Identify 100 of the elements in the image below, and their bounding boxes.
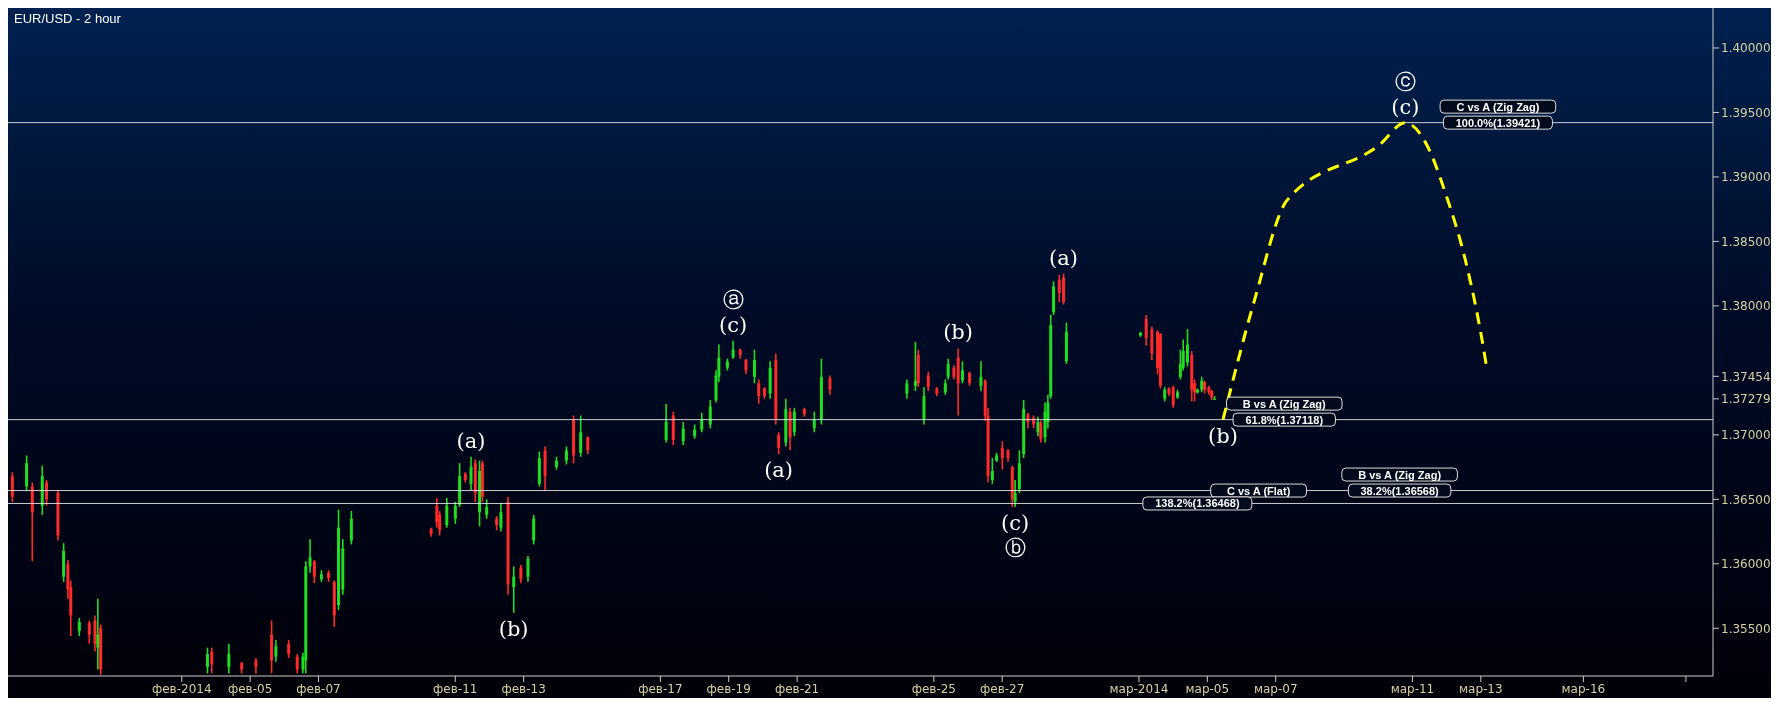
candlestick xyxy=(700,412,704,434)
candlestick xyxy=(913,341,917,392)
candlestick xyxy=(708,399,712,430)
candlestick xyxy=(526,555,530,583)
candlestick xyxy=(979,360,983,392)
candlestick xyxy=(564,445,568,466)
x-tick-label: фев-05 xyxy=(227,681,273,696)
candlestick xyxy=(990,457,994,485)
candlestick xyxy=(287,639,291,659)
annotation: ⓑ xyxy=(1004,536,1026,561)
candlestick xyxy=(1057,274,1061,303)
candlestick xyxy=(922,386,926,426)
x-tick-label: фев-11 xyxy=(433,681,478,696)
annotation: (b) xyxy=(498,616,529,641)
candlestick xyxy=(1171,385,1175,409)
annotation: (a) xyxy=(764,458,794,483)
candlestick xyxy=(792,406,796,437)
annotation: ⓐ xyxy=(722,287,744,312)
y-tick-label: 1.40000 xyxy=(1721,41,1771,56)
y-tick-label: 1.38500 xyxy=(1721,234,1771,249)
candlestick xyxy=(777,431,781,455)
x-tick-label: фев-17 xyxy=(638,681,683,696)
candlestick xyxy=(10,471,14,503)
candlestick xyxy=(485,498,489,520)
x-tick-label: фев-13 xyxy=(501,681,546,696)
x-tick-label: мар-16 xyxy=(1561,681,1606,696)
x-tick-label: мар-13 xyxy=(1459,681,1503,696)
y-tick-label: 1.37279 xyxy=(1721,392,1771,407)
candlestick xyxy=(312,559,316,584)
candlestick xyxy=(499,502,503,533)
annotation: B vs A (Zig Zag) xyxy=(1242,397,1327,410)
y-tick-label: 1.39500 xyxy=(1721,105,1771,120)
candlestick xyxy=(757,378,761,405)
candlestick xyxy=(731,339,735,360)
candlestick xyxy=(453,501,457,525)
annotation: (c) xyxy=(1391,94,1420,119)
y-tick-label: 1.37000 xyxy=(1721,428,1771,443)
annotation: C vs A (Zig Zag) xyxy=(1456,100,1540,113)
x-tick-label: фев-21 xyxy=(774,681,820,696)
annotation: B vs A (Zig Zag) xyxy=(1358,468,1442,481)
candlestick xyxy=(579,414,583,458)
candlestick xyxy=(752,348,756,385)
candlestick xyxy=(512,565,516,614)
candlestick xyxy=(308,538,312,574)
candlestick xyxy=(295,653,299,675)
annotation: (b) xyxy=(1208,423,1238,448)
candlestick xyxy=(586,435,590,455)
annotation: 38.2%(1.36568) xyxy=(1360,484,1440,497)
x-tick-label: фев-27 xyxy=(980,681,1025,696)
annotation: 138.2%(1.36468) xyxy=(1155,497,1240,510)
candlestick xyxy=(532,514,536,546)
candlestick xyxy=(960,360,964,385)
candlestick xyxy=(469,455,473,492)
candlestick xyxy=(1176,388,1179,400)
chart-title: EUR/USD - 2 hour xyxy=(14,11,121,26)
x-tick-label: фев-2014 xyxy=(151,681,212,696)
y-tick-label: 1.36500 xyxy=(1721,492,1771,507)
candlestick xyxy=(1185,328,1189,368)
candlestick xyxy=(828,374,832,396)
annotation: (c) xyxy=(1000,511,1030,536)
candlestick xyxy=(274,639,278,663)
x-tick-label: мар-07 xyxy=(1253,681,1298,696)
candlestick xyxy=(205,646,209,675)
y-tick-label: 1.38000 xyxy=(1721,299,1771,314)
annotation: (a) xyxy=(1049,245,1078,270)
candlestick xyxy=(926,370,930,392)
candlestick xyxy=(227,642,231,675)
x-tick-label: фев-19 xyxy=(706,681,751,696)
annotation: (a) xyxy=(456,428,486,453)
candlestick xyxy=(45,479,49,507)
candlestick xyxy=(519,564,523,584)
x-tick-label: мар-2014 xyxy=(1109,681,1169,696)
candlestick xyxy=(1000,440,1004,471)
y-tick-label: 1.36000 xyxy=(1721,557,1771,572)
candlestick xyxy=(77,617,81,637)
y-tick-label: 1.37454 xyxy=(1721,369,1771,384)
x-tick-label: фев-25 xyxy=(911,681,957,696)
candlestick xyxy=(96,597,100,671)
annotation: (b) xyxy=(943,320,973,345)
y-tick-label: 1.35500 xyxy=(1721,621,1771,636)
candlestick xyxy=(905,378,909,400)
candlestick xyxy=(93,614,97,653)
x-tick-label: мар-11 xyxy=(1390,681,1435,696)
annotation: (c) xyxy=(718,312,748,337)
candlestick xyxy=(445,497,449,529)
candlestick xyxy=(349,510,353,546)
candlestick xyxy=(87,619,91,645)
annotation: 100.0%(1.39421) xyxy=(1455,116,1541,129)
annotation: C vs A (Flat) xyxy=(1226,484,1291,497)
x-tick-label: мар-05 xyxy=(1185,681,1230,696)
candlestick xyxy=(1036,416,1040,437)
candlestick xyxy=(664,403,668,444)
annotation: 61.8%(1.37118) xyxy=(1245,413,1324,426)
candlestick xyxy=(1013,479,1017,508)
candlestick xyxy=(946,357,950,381)
candlestick xyxy=(1144,314,1148,347)
candlestick xyxy=(1039,419,1043,444)
annotation: ⓒ xyxy=(1394,69,1416,94)
x-tick-label: фев-07 xyxy=(296,681,341,696)
candlestick xyxy=(210,646,214,675)
